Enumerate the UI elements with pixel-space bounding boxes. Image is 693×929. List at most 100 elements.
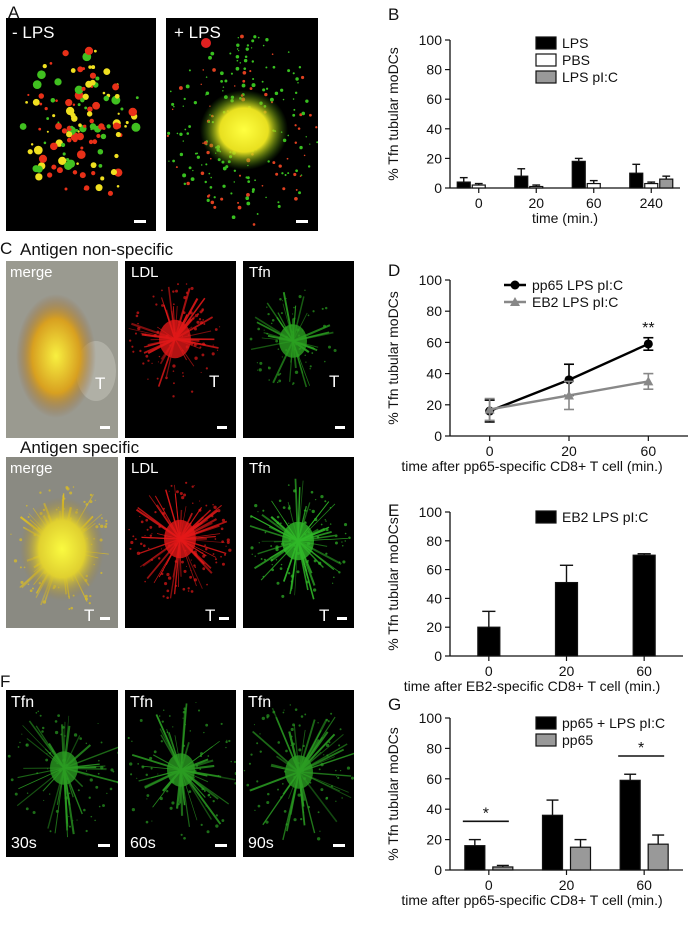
- y-tick-label: 100: [419, 272, 443, 288]
- y-tick-label: 100: [419, 32, 443, 48]
- y-tick-label: 20: [426, 397, 442, 413]
- micrograph-c2-merge: merge T: [6, 457, 118, 628]
- y-tick-label: 0: [434, 648, 442, 664]
- micrograph-f-90s: Tfn 90s: [243, 690, 354, 857]
- bar: [529, 185, 544, 189]
- panel-c-row2-title: Antigen specific: [20, 438, 140, 457]
- x-tick-label: 60: [636, 663, 652, 679]
- micrograph-c1-ldl-image: [128, 283, 221, 398]
- scale-bar: [217, 426, 227, 429]
- y-tick-label: 40: [426, 366, 442, 382]
- scale-bar: [134, 220, 146, 223]
- x-tick-label: 60: [586, 195, 602, 211]
- micrograph-c2-merge-image: [6, 457, 118, 628]
- time-label: 30s: [11, 835, 37, 852]
- micrograph-c1-merge-image: [6, 261, 118, 438]
- t-cell-marker: T: [319, 606, 330, 625]
- scale-bar: [335, 426, 345, 429]
- legend-swatch: [535, 510, 557, 524]
- legend-label: pp65: [562, 732, 593, 748]
- significance-mark: *: [638, 740, 644, 757]
- y-tick-label: 20: [426, 619, 442, 635]
- legend-swatch: [535, 716, 557, 730]
- legend-label: LPS: [562, 35, 588, 51]
- bar: [492, 866, 514, 871]
- micrograph-label: + LPS: [174, 23, 221, 42]
- micrograph-a-plus-lps-image: [166, 34, 318, 226]
- scale-bar: [337, 617, 347, 620]
- bar: [644, 182, 659, 189]
- y-tick-label: 80: [426, 62, 442, 78]
- x-tick-label: 0: [475, 195, 483, 211]
- legend-swatch: [535, 70, 557, 84]
- x-tick-label: 0: [485, 877, 493, 893]
- bar: [456, 181, 471, 189]
- x-axis-label: time (min.): [532, 210, 598, 226]
- y-axis-label: % Tfn tubular moDCs: [385, 727, 401, 861]
- y-tick-label: 60: [426, 91, 442, 107]
- scale-bar: [98, 844, 110, 847]
- micrograph-f-30s: Tfn 30s: [6, 690, 118, 857]
- micrograph-label: merge: [10, 264, 53, 281]
- y-tick-label: 0: [434, 862, 442, 878]
- scale-bar: [219, 617, 229, 620]
- micrograph-label: Tfn: [248, 694, 272, 711]
- bar: [629, 172, 644, 189]
- t-cell-marker: T: [329, 372, 340, 391]
- micrograph-label: merge: [10, 460, 53, 477]
- panel-label: B: [388, 5, 399, 24]
- bar: [471, 184, 486, 189]
- x-tick-label: 240: [640, 195, 664, 211]
- micrograph-label: - LPS: [12, 23, 55, 42]
- scale-bar: [100, 426, 110, 429]
- micrograph-label: Tfn: [11, 694, 35, 711]
- x-axis-label: time after EB2-specific CD8+ T cell (min…: [404, 678, 661, 694]
- legend-label: EB2 LPS pI:C: [532, 294, 618, 310]
- micrograph-label: Tfn: [249, 264, 271, 281]
- data-point: [643, 376, 654, 386]
- x-axis-label: time after pp65-specific CD8+ T cell (mi…: [401, 458, 662, 474]
- micrograph-f-90s-image: [243, 704, 354, 841]
- t-cell-marker: T: [84, 606, 95, 625]
- legend-label: pp65 LPS pI:C: [532, 277, 623, 293]
- legend-swatch: [535, 36, 557, 50]
- legend-swatch: [535, 53, 557, 67]
- micrograph-c2-tfn-image: [249, 478, 351, 600]
- legend-label: LPS pI:C: [562, 69, 618, 85]
- micrograph-c2-ldl-image: [128, 481, 232, 599]
- bar: [541, 814, 564, 871]
- bar: [659, 178, 674, 189]
- panel-label: G: [388, 695, 401, 714]
- micrograph-f-60s: Tfn 60s: [125, 690, 236, 857]
- legend-label: PBS: [562, 52, 590, 68]
- x-tick-label: 20: [561, 443, 577, 459]
- micrograph-c1-tfn: Tfn T: [243, 261, 354, 438]
- x-axis-label: time after pp65-specific CD8+ T cell (mi…: [401, 892, 662, 908]
- significance-mark: *: [483, 805, 489, 822]
- bar: [554, 581, 579, 657]
- panel-label-f: F: [0, 672, 11, 691]
- y-tick-label: 40: [426, 801, 442, 817]
- y-tick-label: 60: [426, 562, 442, 578]
- panel-label-c: C: [0, 239, 13, 258]
- y-tick-label: 0: [434, 180, 442, 196]
- y-tick-label: 80: [426, 740, 442, 756]
- chart-g: G 0 20 40 60 80 100 0 20 60 % Tfn tubular moDCs tim…: [385, 695, 683, 908]
- x-tick-label: 20: [559, 877, 575, 893]
- bar: [586, 182, 601, 189]
- micrograph-a-plus-lps: + LPS: [166, 18, 318, 231]
- micrograph-c2-tfn: Tfn T: [243, 457, 354, 628]
- micrograph-c2-ldl: LDL T: [125, 457, 236, 628]
- micrograph-f-60s-image: [127, 701, 236, 840]
- y-tick-label: 0: [434, 428, 442, 444]
- y-tick-label: 40: [426, 121, 442, 137]
- y-tick-label: 40: [426, 590, 442, 606]
- x-tick-label: 60: [641, 443, 657, 459]
- bar: [514, 175, 529, 189]
- y-axis-label: % Tfn tubular moDCs: [385, 291, 401, 425]
- time-label: 60s: [130, 835, 156, 852]
- chart-b: B 0 20 40 60 80 100 0 20 60 240 % Tfn tubular moDCs…: [385, 5, 680, 226]
- bar: [647, 843, 669, 871]
- legend-marker: [510, 297, 520, 306]
- y-tick-label: 80: [426, 303, 442, 319]
